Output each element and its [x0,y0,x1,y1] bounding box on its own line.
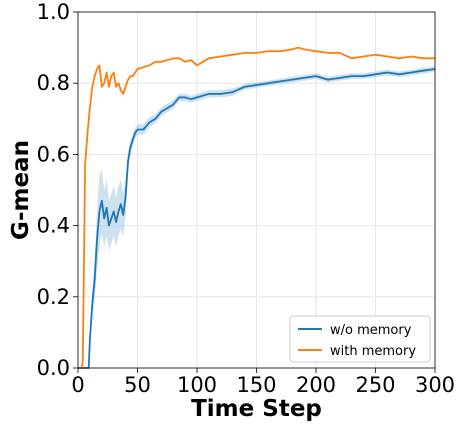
series-lines [78,46,436,369]
legend-label-wo-memory: w/o memory [330,323,412,338]
x-axis-ticks: 0 50 100 150 200 250 300 [71,368,455,397]
x-tick-label: 200 [296,373,336,397]
y-axis-label: G-mean [8,140,34,240]
x-tick-label: 300 [415,373,455,397]
y-tick-label: 1.0 [37,0,70,24]
series-line-with-memory [78,46,435,369]
y-tick-label: 0.4 [37,214,70,238]
series-line-w-o-memory [78,68,436,369]
legend-box [289,315,431,363]
x-tick-label: 150 [236,373,276,397]
x-tick-label: 50 [124,373,151,397]
x-tick-label: 250 [355,373,395,397]
y-tick-label: 0.0 [37,356,70,380]
legend-label-with-memory: with memory [330,344,416,359]
x-axis-label: Time Step [191,396,322,422]
y-axis-ticks: 0.0 0.2 0.4 0.6 0.8 1.0 [37,0,78,380]
x-tick-label: 0 [71,373,84,397]
y-tick-label: 0.8 [37,71,70,95]
y-tick-label: 0.6 [37,142,70,166]
y-tick-label: 0.2 [37,285,70,309]
x-tick-label: 100 [177,373,217,397]
grid [77,11,436,369]
legend: w/o memory with memory [289,315,431,363]
